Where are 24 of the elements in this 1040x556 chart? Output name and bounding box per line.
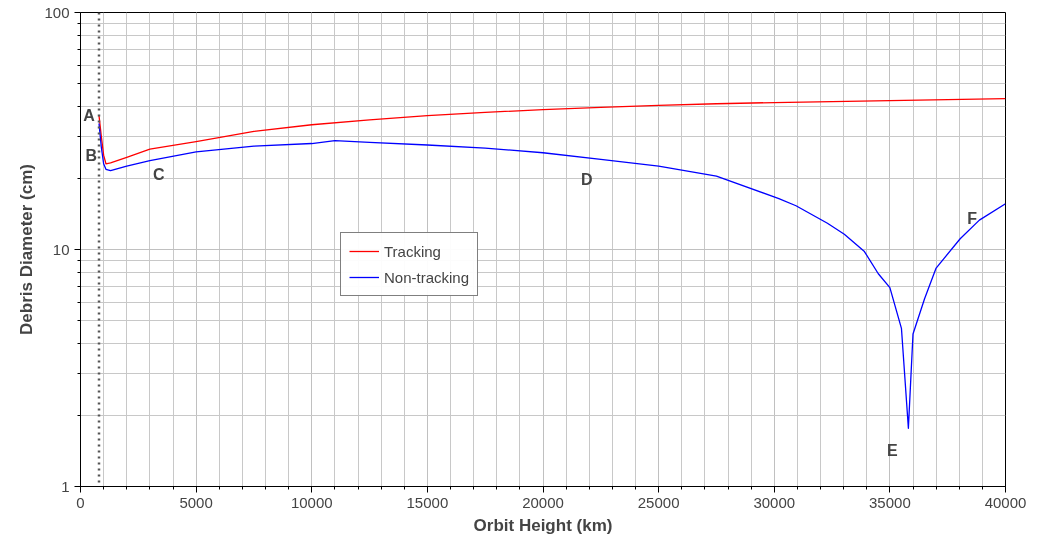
annotation: D xyxy=(581,170,593,188)
x-tick-label: 20000 xyxy=(522,493,564,511)
x-tick-label: 40000 xyxy=(984,493,1027,511)
x-tick-label: 35000 xyxy=(869,493,911,511)
x-axis-title: Orbit Height (km) xyxy=(473,515,613,535)
annotation: E xyxy=(887,441,899,459)
line-series xyxy=(98,98,1006,165)
annotation: B xyxy=(85,146,98,164)
annotation: C xyxy=(153,166,166,184)
x-tick-label: 0 xyxy=(76,493,85,511)
y-tick-label: 100 xyxy=(44,3,70,21)
annotation: F xyxy=(967,210,978,228)
y-tick-label: 10 xyxy=(52,240,70,258)
x-tick-label: 10000 xyxy=(290,493,333,511)
x-tick-label: 5000 xyxy=(179,493,213,511)
y-tick-label: 1 xyxy=(61,477,70,495)
legend-label: Non-tracking xyxy=(384,268,470,286)
legend-label: Tracking xyxy=(384,242,441,260)
x-tick-label: 15000 xyxy=(406,493,449,511)
line-series xyxy=(98,122,1006,429)
x-tick-label: 25000 xyxy=(637,493,680,511)
annotation: A xyxy=(83,107,96,125)
y-axis-title: Debris Diameter (cm) xyxy=(17,163,37,335)
x-tick-label: 30000 xyxy=(753,493,796,511)
